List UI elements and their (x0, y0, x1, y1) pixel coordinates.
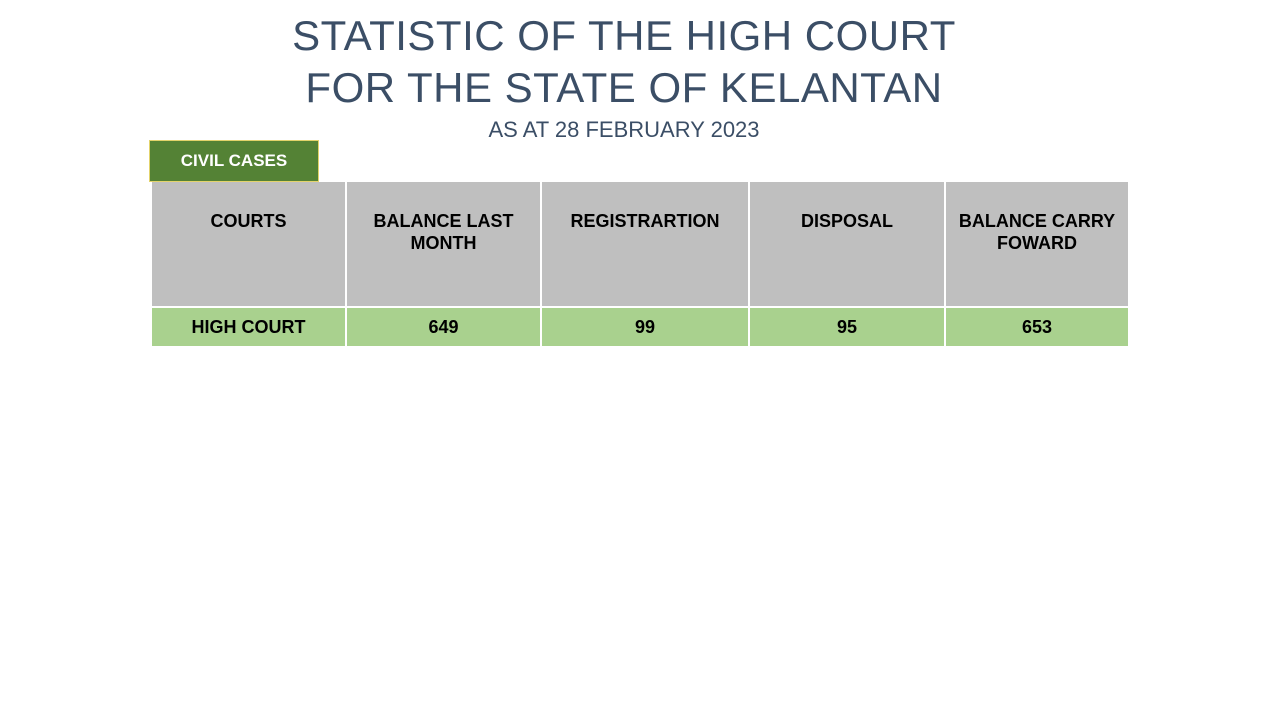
title-line-2: FOR THE STATE OF KELANTAN (305, 64, 943, 111)
header-registration: REGISTRARTION (542, 182, 748, 306)
civil-cases-label: CIVIL CASES (149, 140, 319, 182)
statistics-table: COURTS BALANCE LAST MONTH REGISTRARTION … (150, 180, 1130, 348)
cell-court-name: HIGH COURT (152, 308, 345, 346)
page-title: STATISTIC OF THE HIGH COURT FOR THE STAT… (0, 10, 1248, 114)
cell-balance-last-month: 649 (347, 308, 540, 346)
cell-disposal: 95 (750, 308, 944, 346)
header-balance-last-month: BALANCE LAST MONTH (347, 182, 540, 306)
page-subtitle: AS AT 28 FEBRUARY 2023 (488, 117, 760, 142)
table-header-row: COURTS BALANCE LAST MONTH REGISTRARTION … (152, 182, 1128, 306)
header-courts: COURTS (152, 182, 345, 306)
header-balance-carry-forward: BALANCE CARRY FOWARD (946, 182, 1128, 306)
cell-registration: 99 (542, 308, 748, 346)
title-line-1: STATISTIC OF THE HIGH COURT (292, 12, 956, 59)
cell-balance-carry-forward: 653 (946, 308, 1128, 346)
table-row: HIGH COURT 649 99 95 653 (152, 308, 1128, 346)
header-disposal: DISPOSAL (750, 182, 944, 306)
civil-cases-label-text: CIVIL CASES (180, 151, 288, 170)
